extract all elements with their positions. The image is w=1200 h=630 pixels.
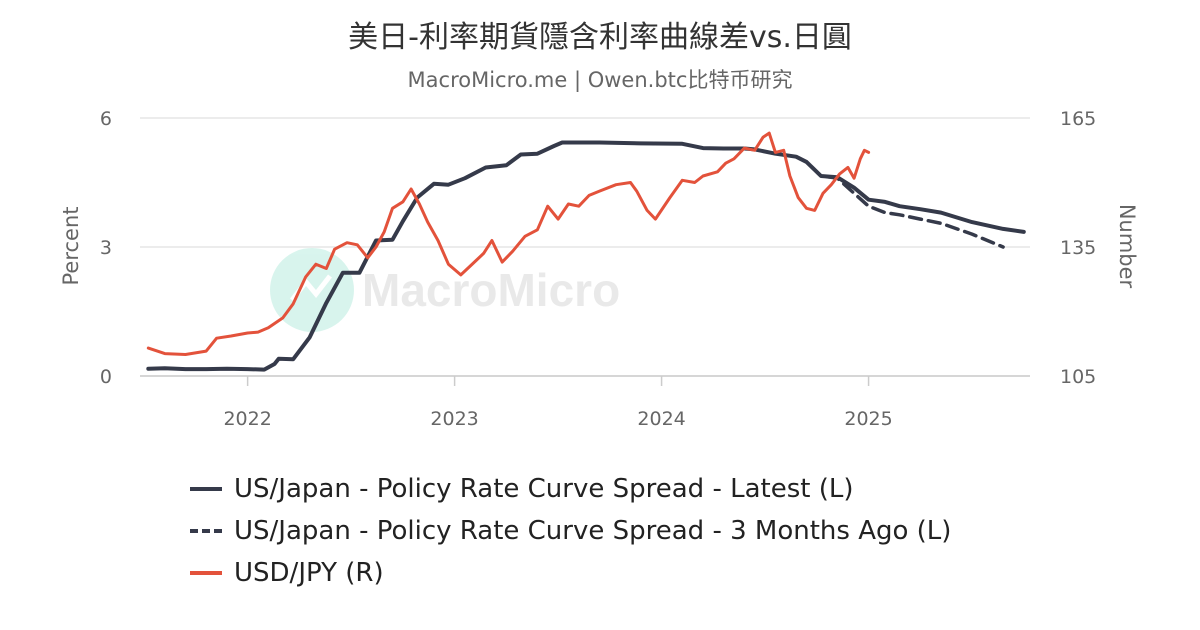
legend-swatch-dashed-icon — [190, 529, 222, 533]
watermark-text: MacroMicro — [362, 264, 620, 316]
chart-title: 美日-利率期貨隱含利率曲線差vs.日圓 — [348, 20, 852, 55]
y-axis-right-label: Number — [1115, 204, 1139, 289]
y-left-tick-label: 3 — [100, 237, 112, 259]
legend-item-usdjpy[interactable]: USD/JPY (R) — [190, 552, 951, 594]
legend: US/Japan - Policy Rate Curve Spread - La… — [190, 468, 951, 594]
legend-swatch-solid-icon — [190, 571, 222, 575]
y-right-tick-label: 165 — [1060, 108, 1096, 130]
legend-item-3-months-ago[interactable]: US/Japan - Policy Rate Curve Spread - 3 … — [190, 510, 951, 552]
axes: 0 105 3 135 6 165 2022 2023 2024 2025 — [100, 108, 1096, 430]
legend-label: US/Japan - Policy Rate Curve Spread - La… — [234, 474, 854, 504]
x-tick-label: 2024 — [637, 408, 685, 430]
y-right-tick-label: 105 — [1060, 366, 1096, 388]
watermark: MacroMicro — [270, 248, 620, 332]
y-left-tick-label: 6 — [100, 108, 112, 130]
legend-item-latest[interactable]: US/Japan - Policy Rate Curve Spread - La… — [190, 468, 951, 510]
series-usdjpy-line — [146, 131, 871, 356]
series-3-months-ago-line — [794, 154, 1005, 249]
legend-label: US/Japan - Policy Rate Curve Spread - 3 … — [234, 516, 952, 546]
legend-swatch-solid-icon — [190, 487, 222, 491]
y-axis-left-label: Percent — [59, 206, 83, 285]
legend-label: USD/JPY (R) — [234, 558, 384, 588]
series-latest-line — [146, 140, 1026, 372]
series-group — [146, 131, 1026, 372]
gridlines — [140, 117, 1030, 377]
x-tick-label: 2023 — [430, 408, 478, 430]
y-left-tick-label: 0 — [100, 366, 112, 388]
y-right-tick-label: 135 — [1060, 237, 1096, 259]
x-tick-label: 2025 — [844, 408, 892, 430]
chart-subtitle: MacroMicro.me | Owen.btc比特币研究 — [407, 68, 793, 92]
x-tick-label: 2022 — [223, 408, 271, 430]
watermark-logo-icon — [270, 248, 354, 332]
